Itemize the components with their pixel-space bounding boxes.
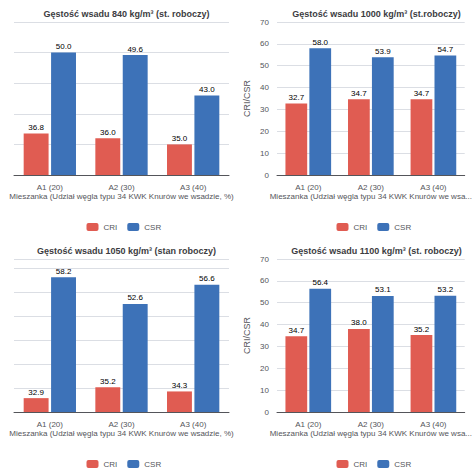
- svg-text:35.0: 35.0: [172, 134, 188, 143]
- svg-text:35.2: 35.2: [100, 377, 116, 386]
- svg-text:20: 20: [260, 127, 269, 136]
- svg-text:40: 40: [260, 83, 269, 92]
- svg-text:Mieszanka (Udział węgla typu 3: Mieszanka (Udział węgla typu 34 KWK Knur…: [9, 429, 234, 438]
- svg-text:34.3: 34.3: [172, 381, 188, 390]
- svg-text:Mieszanka (Udział węgla typu 3: Mieszanka (Udział węgla typu 34 KWK Knur…: [270, 192, 472, 201]
- svg-text:58.2: 58.2: [56, 267, 72, 276]
- svg-text:56.6: 56.6: [199, 274, 215, 283]
- svg-text:53.1: 53.1: [375, 285, 391, 294]
- svg-text:30: 30: [260, 342, 269, 351]
- svg-text:CRI: CRI: [354, 460, 368, 469]
- svg-text:30: 30: [260, 105, 269, 114]
- svg-text:A3 (40): A3 (40): [180, 183, 207, 192]
- svg-text:A1 (20): A1 (20): [37, 420, 64, 429]
- svg-text:35.2: 35.2: [414, 325, 430, 334]
- svg-text:A2 (30): A2 (30): [108, 420, 135, 429]
- svg-text:49.6: 49.6: [127, 45, 143, 54]
- svg-text:Gęstość wsadu 1100 kg/m³ (st.: Gęstość wsadu 1100 kg/m³ (st. roboczy): [291, 246, 462, 256]
- svg-text:CSR: CSR: [394, 460, 411, 469]
- svg-text:34.7: 34.7: [289, 326, 305, 335]
- svg-text:43.0: 43.0: [199, 85, 215, 94]
- svg-text:A2 (30): A2 (30): [108, 183, 135, 192]
- svg-text:70: 70: [260, 18, 269, 27]
- svg-text:50: 50: [260, 298, 269, 307]
- svg-text:10: 10: [260, 386, 269, 395]
- svg-text:A2 (30): A2 (30): [358, 420, 385, 429]
- svg-text:54.7: 54.7: [438, 45, 454, 54]
- svg-text:34.7: 34.7: [351, 89, 367, 98]
- svg-text:52.6: 52.6: [127, 293, 143, 302]
- svg-text:0: 0: [265, 408, 270, 417]
- svg-text:CSR: CSR: [144, 223, 161, 232]
- svg-text:53.2: 53.2: [438, 285, 454, 294]
- svg-text:A2 (30): A2 (30): [358, 183, 385, 192]
- svg-text:70: 70: [260, 255, 269, 264]
- svg-text:36.8: 36.8: [28, 123, 44, 132]
- svg-text:56.4: 56.4: [312, 278, 328, 287]
- svg-text:32.9: 32.9: [28, 388, 44, 397]
- svg-text:Gęstość wsadu 840 kg/m³ (st. r: Gęstość wsadu 840 kg/m³ (st. roboczy): [43, 9, 209, 19]
- svg-text:34.7: 34.7: [414, 89, 430, 98]
- svg-text:A1 (20): A1 (20): [295, 420, 322, 429]
- svg-text:50.0: 50.0: [56, 42, 72, 51]
- svg-text:Gęstość wsadu 1050 kg/m³ (stan: Gęstość wsadu 1050 kg/m³ (stan roboczy): [37, 246, 216, 256]
- svg-text:60: 60: [260, 39, 269, 48]
- svg-text:A3 (40): A3 (40): [420, 183, 447, 192]
- svg-text:53.9: 53.9: [375, 47, 391, 56]
- svg-text:CSR: CSR: [394, 223, 411, 232]
- svg-text:Mieszanka (Udział węgla typu 3: Mieszanka (Udział węgla typu 34 KWK Knur…: [270, 429, 472, 438]
- svg-text:A1 (20): A1 (20): [295, 183, 322, 192]
- svg-text:32.7: 32.7: [289, 93, 305, 102]
- svg-text:A1 (20): A1 (20): [37, 183, 64, 192]
- svg-text:50: 50: [260, 61, 269, 70]
- svg-text:CRI: CRI: [104, 460, 118, 469]
- svg-text:CSR: CSR: [144, 460, 161, 469]
- svg-text:0: 0: [265, 171, 270, 180]
- svg-text:38.0: 38.0: [351, 318, 367, 327]
- svg-text:CRI/CSR: CRI/CSR: [242, 80, 252, 118]
- svg-text:A3 (40): A3 (40): [420, 420, 447, 429]
- svg-text:Mieszanka (Udział węgla typu 3: Mieszanka (Udział węgla typu 34 KWK Knur…: [9, 192, 234, 201]
- svg-text:58.0: 58.0: [312, 38, 328, 47]
- svg-text:Gęstość wsadu 1000 kg/m³ (st.r: Gęstość wsadu 1000 kg/m³ (st.roboczy): [292, 9, 461, 19]
- svg-text:CRI/CSR: CRI/CSR: [242, 317, 252, 355]
- svg-text:CRI: CRI: [354, 223, 368, 232]
- svg-text:60: 60: [260, 276, 269, 285]
- svg-text:CRI: CRI: [104, 223, 118, 232]
- svg-text:20: 20: [260, 364, 269, 373]
- svg-text:36.0: 36.0: [100, 128, 116, 137]
- svg-text:A3 (40): A3 (40): [180, 420, 207, 429]
- svg-text:40: 40: [260, 320, 269, 329]
- svg-text:10: 10: [260, 149, 269, 158]
